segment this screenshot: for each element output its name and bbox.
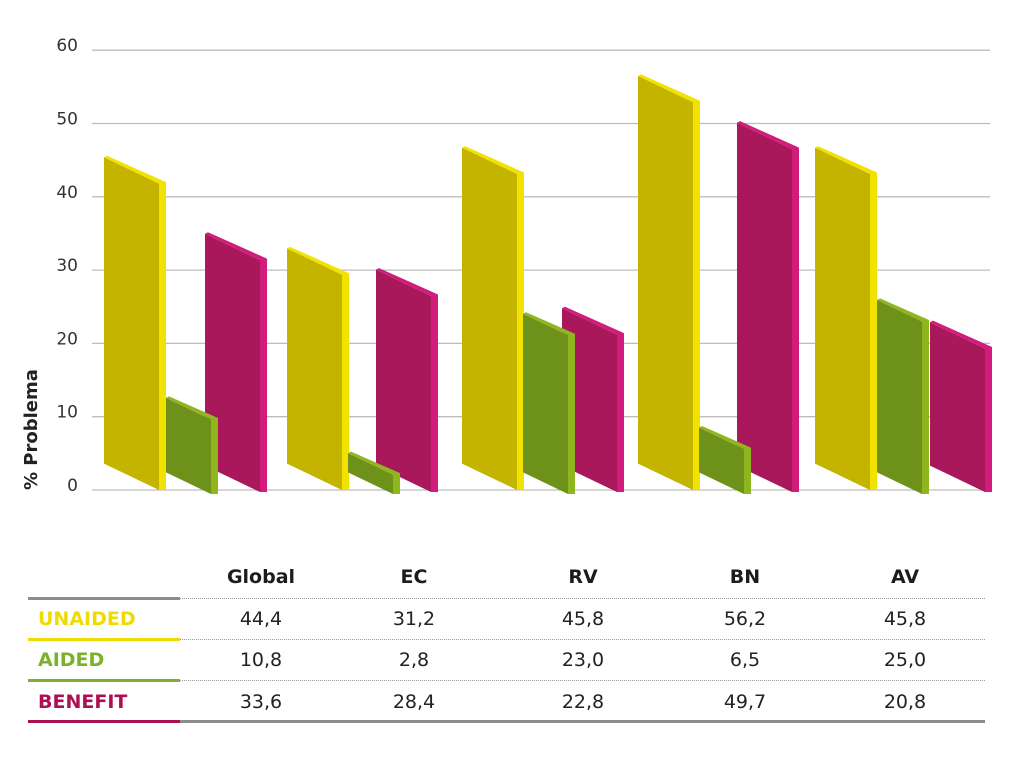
data-table: Global EC RV BN AV UNAIDED 44,4 31,2 45,8 56,2 45… xyxy=(0,550,1024,750)
bar-side-edge xyxy=(870,172,877,491)
table-bottom-rule xyxy=(180,720,985,723)
bar-group-global xyxy=(104,155,267,494)
bar-side-edge xyxy=(985,346,992,492)
bar-top-edge xyxy=(104,155,166,184)
table-cell: 49,7 xyxy=(723,691,767,713)
bar-top-edge xyxy=(737,121,799,150)
table-cell: 31,2 xyxy=(392,608,436,630)
bar-top-edge xyxy=(638,74,700,103)
bar-top-edge xyxy=(348,451,400,475)
bar-top-edge xyxy=(562,306,624,335)
table-cell: 33,6 xyxy=(239,691,283,713)
row-label: UNAIDED xyxy=(38,608,136,630)
bar-benefit-bn xyxy=(737,122,792,493)
bar-top-edge xyxy=(877,298,929,322)
y-tick-label: 10 xyxy=(56,403,78,423)
y-tick-label: 20 xyxy=(56,329,78,349)
bar-side-edge xyxy=(517,172,524,491)
bar-unaided-rv xyxy=(462,147,517,490)
row-label: AIDED xyxy=(38,649,105,671)
row-rule-unaided xyxy=(28,638,180,641)
bar-side-edge xyxy=(342,273,349,490)
row-rule-benefit xyxy=(28,720,180,723)
column-header-av: AV xyxy=(890,566,920,588)
header-rule-label-column xyxy=(28,597,180,600)
y-tick-label: 30 xyxy=(56,256,78,276)
table-cell: 56,2 xyxy=(723,608,767,630)
bar-side-edge xyxy=(393,473,400,494)
table-cell: 6,5 xyxy=(729,649,761,671)
bar-unaided-bn xyxy=(638,75,693,490)
bar-side-edge xyxy=(159,182,166,490)
column-header-rv: RV xyxy=(568,566,598,588)
bar-aided-global xyxy=(166,397,211,494)
bar-side-edge xyxy=(693,100,700,490)
bar-unaided-global xyxy=(104,157,159,491)
bar-top-edge xyxy=(166,396,218,420)
bar-group-rv xyxy=(462,146,624,494)
table-cell: 20,8 xyxy=(883,691,927,713)
table-cell: 2,8 xyxy=(398,649,430,671)
bar-aided-ec xyxy=(348,453,393,494)
table-cell: 44,4 xyxy=(239,608,283,630)
bar-benefit-rv xyxy=(562,308,617,492)
bar-side-edge xyxy=(211,417,218,494)
bar-side-edge xyxy=(617,333,624,492)
bar-aided-rv xyxy=(523,313,568,494)
header-rule xyxy=(180,598,985,599)
bar-aided-bn xyxy=(699,427,744,494)
bar-side-edge xyxy=(744,447,751,494)
row-divider xyxy=(180,680,985,681)
bar-top-edge xyxy=(699,426,751,450)
table-cell: 28,4 xyxy=(392,691,436,713)
y-tick-label: 40 xyxy=(56,183,78,203)
bar-top-edge xyxy=(376,268,438,297)
y-tick-label: 0 xyxy=(67,476,78,496)
table-cell: 45,8 xyxy=(561,608,605,630)
row-label: BENEFIT xyxy=(38,691,128,713)
bars xyxy=(104,74,992,494)
bar-side-edge xyxy=(431,294,438,492)
y-axis-label: % Problema xyxy=(21,369,42,490)
bar-side-edge xyxy=(922,320,929,494)
table-cell: 10,8 xyxy=(239,649,283,671)
bar-top-edge xyxy=(930,320,992,349)
bar-aided-av xyxy=(877,299,922,494)
table-cell: 23,0 xyxy=(561,649,605,671)
bar-top-edge xyxy=(205,232,267,261)
row-divider xyxy=(180,639,985,640)
bar-top-edge xyxy=(523,312,575,336)
y-axis-ticks: 0 10 20 30 40 50 60 xyxy=(56,36,78,496)
bar-top-edge xyxy=(815,146,877,174)
bar-side-edge xyxy=(792,147,799,492)
table-cell: 25,0 xyxy=(883,649,927,671)
table-cell: 22,8 xyxy=(561,691,605,713)
column-header-bn: BN xyxy=(729,566,761,588)
table-cell: 45,8 xyxy=(883,608,927,630)
bar-benefit-ec xyxy=(376,269,431,492)
bar-group-bn xyxy=(638,74,799,494)
bar-group-ec xyxy=(287,246,438,494)
bar-side-edge xyxy=(568,333,575,494)
bar-side-edge xyxy=(260,258,267,492)
bar-top-edge xyxy=(462,146,524,174)
bar-benefit-global xyxy=(205,233,260,492)
bar-benefit-av xyxy=(930,322,985,492)
y-tick-label: 50 xyxy=(56,110,78,130)
bar-unaided-ec xyxy=(287,248,342,490)
column-header-global: Global xyxy=(226,566,296,588)
column-header-ec: EC xyxy=(400,566,428,588)
bar-top-edge xyxy=(287,246,349,275)
bar-group-av xyxy=(815,146,992,494)
y-tick-label: 60 xyxy=(56,36,78,56)
bar-unaided-av xyxy=(815,147,870,490)
row-rule-aided xyxy=(28,679,180,682)
bar-chart: 0 10 20 30 40 50 60 % Problema xyxy=(21,36,992,496)
